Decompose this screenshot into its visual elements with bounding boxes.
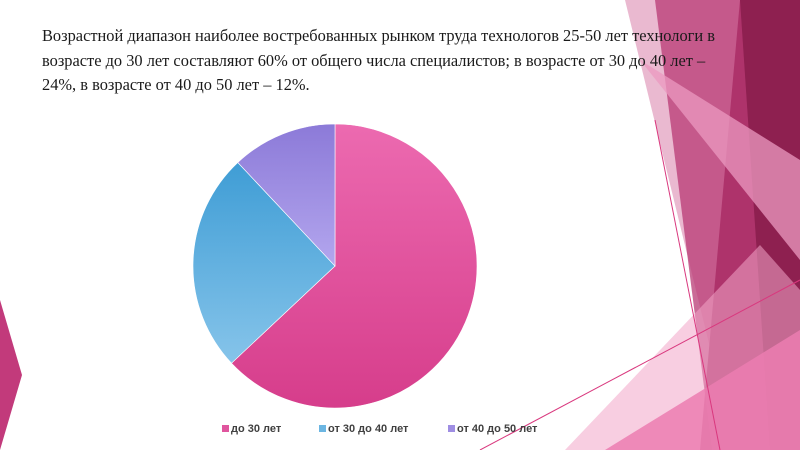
pie-slice-1 xyxy=(231,123,478,409)
legend-swatch-1 xyxy=(222,425,229,432)
deco-thin-line xyxy=(654,119,721,450)
deco-thin-line-2 xyxy=(479,279,800,450)
deco-right-light xyxy=(640,60,800,260)
pie-slice-3 xyxy=(237,123,336,267)
legend-swatch-3 xyxy=(448,425,455,432)
legend-label-3: от 40 до 50 лет xyxy=(457,423,538,435)
slide-text: Возрастной диапазон наиболее востребован… xyxy=(42,26,715,94)
legend-label-1: до 30 лет xyxy=(231,423,282,435)
deco-bottom-pink xyxy=(565,245,800,450)
legend-swatch-2 xyxy=(319,425,326,432)
pie-slices xyxy=(192,123,478,409)
chart-legend: до 30 лет от 30 до 40 лет от 40 до 50 лет xyxy=(222,423,538,435)
pie-slice-2 xyxy=(192,162,336,364)
deco-left-triangle xyxy=(0,300,22,450)
legend-label-2: от 30 до 40 лет xyxy=(328,423,409,435)
